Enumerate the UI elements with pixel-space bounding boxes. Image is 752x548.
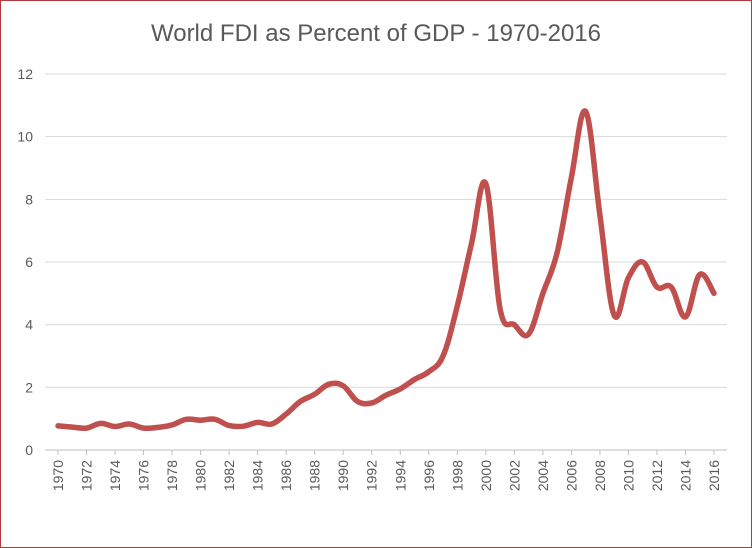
y-tick-label: 12 xyxy=(17,66,33,82)
data-point xyxy=(469,241,474,246)
y-tick-label: 0 xyxy=(25,442,33,458)
data-point xyxy=(383,392,389,398)
x-tick-label: 1994 xyxy=(392,460,408,491)
data-point xyxy=(512,322,517,327)
data-point xyxy=(198,418,203,423)
data-point xyxy=(298,399,303,404)
data-point xyxy=(341,383,346,388)
data-point xyxy=(55,423,61,429)
y-axis: 0 2 4 6 8 10 12 xyxy=(17,66,33,458)
data-point xyxy=(112,424,118,429)
chart-title: World FDI as Percent of GDP - 1970-2016 xyxy=(151,20,601,47)
x-tick-label: 1984 xyxy=(250,460,266,491)
x-tick-label: 1996 xyxy=(421,460,437,491)
data-point xyxy=(169,422,175,428)
x-axis: 1970 1972 1974 1976 1978 1980 1982 1984 1986 1988… xyxy=(50,450,722,491)
data-point xyxy=(554,250,560,255)
data-point xyxy=(526,331,531,337)
data-point xyxy=(212,417,218,422)
x-tick-label: 2000 xyxy=(478,460,494,491)
data-point xyxy=(455,303,460,309)
x-tick-label: 1988 xyxy=(307,460,323,491)
x-tick-label: 2016 xyxy=(706,460,722,491)
data-point xyxy=(312,392,317,397)
data-point xyxy=(683,314,688,320)
y-tick-label: 10 xyxy=(17,129,33,145)
data-point xyxy=(440,353,446,359)
data-point xyxy=(283,411,289,417)
gridlines xyxy=(45,73,727,451)
data-point xyxy=(226,423,232,428)
y-tick-label: 2 xyxy=(25,379,33,395)
x-tick-label: 1976 xyxy=(136,460,152,491)
x-tick-label: 2004 xyxy=(535,460,551,491)
series-layer xyxy=(55,108,717,432)
data-point xyxy=(355,399,360,404)
data-point xyxy=(640,259,645,265)
data-point xyxy=(398,386,403,392)
data-point xyxy=(697,272,702,277)
data-point xyxy=(127,421,132,427)
x-tick-label: 1998 xyxy=(449,460,465,491)
x-tick-label: 1982 xyxy=(221,460,237,491)
x-tick-label: 2008 xyxy=(592,460,608,491)
x-tick-label: 2002 xyxy=(506,460,522,491)
data-point xyxy=(155,425,161,430)
x-tick-label: 1972 xyxy=(79,460,95,491)
data-point xyxy=(369,400,374,406)
data-point xyxy=(241,423,246,429)
data-point xyxy=(540,291,546,296)
x-tick-label: 1986 xyxy=(278,460,294,491)
data-point xyxy=(611,313,617,318)
data-point xyxy=(269,421,275,427)
data-point xyxy=(412,377,417,382)
data-point xyxy=(255,420,260,425)
x-tick-label: 1992 xyxy=(364,460,380,491)
data-point xyxy=(569,175,574,180)
data-point xyxy=(426,369,431,374)
x-tick-label: 2014 xyxy=(677,460,693,491)
x-tick-label: 1970 xyxy=(50,460,66,491)
x-tick-label: 2010 xyxy=(620,460,636,491)
x-tick-label: 2012 xyxy=(649,460,665,491)
data-point xyxy=(326,382,332,387)
data-point xyxy=(483,181,489,186)
x-tick-label: 2006 xyxy=(563,460,579,491)
data-point xyxy=(141,425,146,431)
data-point xyxy=(583,109,588,114)
data-point xyxy=(711,291,717,296)
x-tick-label: 1978 xyxy=(164,460,180,491)
data-point xyxy=(669,284,674,290)
data-point xyxy=(497,306,503,312)
data-point xyxy=(70,424,75,430)
data-point xyxy=(98,421,103,426)
data-point xyxy=(597,212,603,218)
x-tick-label: 1980 xyxy=(193,460,209,491)
data-point xyxy=(84,425,89,431)
data-point xyxy=(626,275,631,280)
x-tick-label: 1990 xyxy=(335,460,351,491)
data-point xyxy=(184,417,189,422)
y-tick-label: 4 xyxy=(25,317,33,333)
data-point xyxy=(654,284,660,290)
series-line xyxy=(55,108,717,432)
x-tick-label: 1974 xyxy=(107,460,123,491)
y-tick-label: 8 xyxy=(25,191,33,207)
y-tick-label: 6 xyxy=(25,254,33,270)
